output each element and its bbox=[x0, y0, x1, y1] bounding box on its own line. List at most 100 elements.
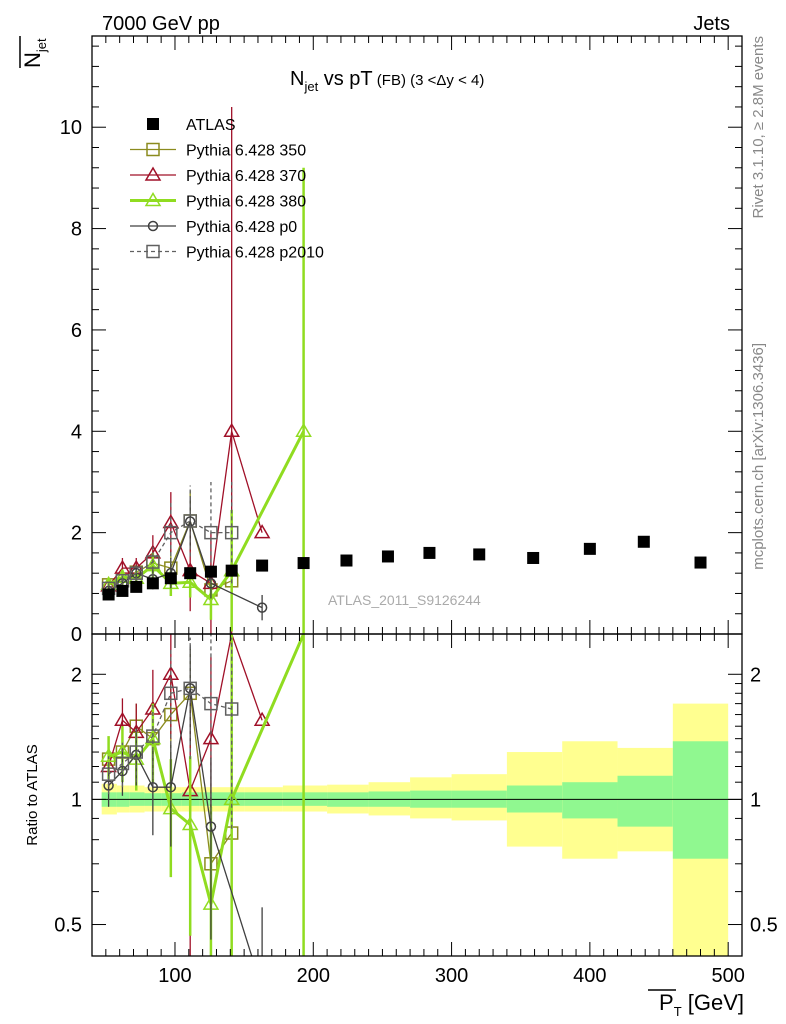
atlas-data-point bbox=[116, 584, 129, 597]
svg-text:Njet: Njet bbox=[20, 38, 49, 68]
ratio-ytick-label: 1 bbox=[71, 789, 82, 811]
legend-label-p380: Pythia 6.428 380 bbox=[186, 194, 306, 211]
main-point bbox=[256, 602, 268, 613]
main-ytick-label: 8 bbox=[71, 219, 82, 241]
main-point bbox=[183, 514, 197, 528]
ratio-point bbox=[202, 730, 220, 745]
main-point bbox=[253, 524, 271, 539]
main-point bbox=[205, 578, 217, 589]
main-point bbox=[295, 422, 312, 438]
axes: 0 2 4 6 8 10 0.5 0.5 1 1 2 2 100 200 300 400 500 bbox=[54, 35, 778, 987]
main-series-p380 bbox=[100, 167, 312, 634]
ratio-point bbox=[165, 781, 177, 793]
band-inner-bin bbox=[562, 782, 618, 819]
xtick-label: 300 bbox=[435, 965, 468, 987]
ratio-ytick-label-right: 2 bbox=[750, 664, 761, 686]
ratio-point bbox=[114, 711, 131, 727]
atlas-data-point bbox=[527, 551, 540, 564]
main-plot-marks bbox=[100, 106, 707, 634]
xtick-label: 200 bbox=[297, 965, 330, 987]
ratio-y-axis-label: Ratio to ATLAS bbox=[24, 744, 41, 845]
title-main: N bbox=[290, 68, 304, 90]
atlas-data-point bbox=[694, 556, 707, 569]
atlas-data-point bbox=[381, 550, 394, 563]
legend: ATLAS Pythia 6.428 350 Pythia 6.428 370 Pyt… bbox=[130, 117, 324, 262]
main-line-p0 bbox=[108, 519, 263, 609]
atlas-data-point bbox=[637, 535, 650, 548]
main-ytick-label: 0 bbox=[71, 624, 82, 646]
ratio-ytick-label-right: 0.5 bbox=[750, 915, 778, 937]
main-point bbox=[129, 566, 144, 580]
ratio-point bbox=[146, 729, 160, 743]
header-process: Jets bbox=[693, 13, 730, 35]
ratio-point bbox=[183, 681, 197, 696]
main-point bbox=[181, 573, 199, 589]
atlas-data-point bbox=[423, 546, 436, 559]
x-label-unit: [GeV] bbox=[682, 990, 744, 1015]
legend-marker-p350 bbox=[146, 142, 160, 157]
ratio-point bbox=[115, 756, 130, 771]
legend-label-p0: Pythia 6.428 p0 bbox=[186, 219, 297, 236]
atlas-data-point bbox=[164, 572, 177, 585]
analysis-watermark: ATLAS_2011_S9126244 bbox=[328, 592, 481, 608]
ratio-ytick-label-right: 1 bbox=[750, 789, 761, 811]
ratio-line-p380 bbox=[108, 634, 305, 905]
x-axis-label: PT [GeV] bbox=[648, 989, 744, 1019]
ratio-point bbox=[205, 821, 217, 832]
ratio-point bbox=[204, 696, 218, 711]
x-label-main: P bbox=[659, 990, 674, 1015]
main-point bbox=[202, 591, 220, 606]
svg-text:PT [GeV]: PT [GeV] bbox=[659, 990, 744, 1019]
main-ytick-label: 10 bbox=[60, 117, 82, 139]
title-sub: jet bbox=[303, 79, 318, 94]
main-point bbox=[223, 422, 240, 438]
ratio-ytick-label: 0.5 bbox=[54, 915, 82, 937]
atlas-data-point bbox=[297, 557, 310, 570]
atlas-data-point bbox=[184, 567, 197, 580]
legend-label-p350: Pythia 6.428 350 bbox=[186, 143, 306, 160]
legend-marker-p2010 bbox=[146, 244, 160, 259]
ratio-frame bbox=[91, 633, 743, 957]
ratio-point bbox=[129, 745, 144, 759]
atlas-data-point bbox=[130, 580, 143, 593]
ratio-point bbox=[181, 816, 199, 831]
ratio-point bbox=[117, 765, 128, 777]
y-label-sub: jet bbox=[34, 38, 49, 53]
main-series-atlas bbox=[102, 535, 707, 601]
ratio-series-p2010 bbox=[101, 634, 239, 829]
ratio-ytick-label: 2 bbox=[71, 664, 82, 686]
legend-marker-p0 bbox=[147, 220, 159, 232]
ratio-plot-marks bbox=[100, 634, 305, 956]
main-line-p370 bbox=[108, 431, 263, 587]
legend-label-p2010: Pythia 6.428 p2010 bbox=[186, 245, 324, 262]
legend-label-atlas: ATLAS bbox=[186, 117, 236, 134]
ratio-point bbox=[103, 780, 114, 791]
title-small: (FB) (3 <Δy < 4) bbox=[373, 72, 485, 89]
ratio-point bbox=[164, 686, 178, 701]
xtick-label: 400 bbox=[573, 965, 606, 987]
rivet-info: Rivet 3.1.10, ≥ 2.8M events bbox=[750, 36, 767, 219]
header-energy: 7000 GeV pp bbox=[102, 13, 220, 35]
ratio-line-p0 bbox=[108, 688, 253, 956]
xtick-label: 500 bbox=[711, 965, 744, 987]
main-point bbox=[224, 525, 239, 540]
atlas-data-point bbox=[256, 559, 269, 572]
mcplots-info: mcplots.cern.ch [arXiv:1306.3436] bbox=[750, 343, 767, 570]
chart-title: Njet vs pT (FB) (3 <Δy < 4) bbox=[290, 68, 484, 94]
atlas-data-point bbox=[102, 588, 115, 601]
atlas-data-point bbox=[146, 577, 159, 590]
atlas-data-point bbox=[340, 554, 353, 567]
ratio-point bbox=[100, 747, 117, 763]
xtick-label: 100 bbox=[158, 965, 191, 987]
main-y-axis-label: Njet bbox=[19, 36, 49, 68]
main-point bbox=[146, 555, 160, 569]
main-ytick-label: 4 bbox=[71, 421, 82, 443]
atlas-data-point bbox=[583, 542, 596, 555]
main-ytick-label: 2 bbox=[71, 523, 82, 545]
legend-marker-atlas bbox=[147, 118, 159, 130]
y-label-main: N bbox=[20, 52, 45, 68]
x-label-sub: T bbox=[674, 1004, 682, 1019]
ratio-point bbox=[147, 781, 159, 793]
atlas-data-point bbox=[473, 548, 486, 561]
